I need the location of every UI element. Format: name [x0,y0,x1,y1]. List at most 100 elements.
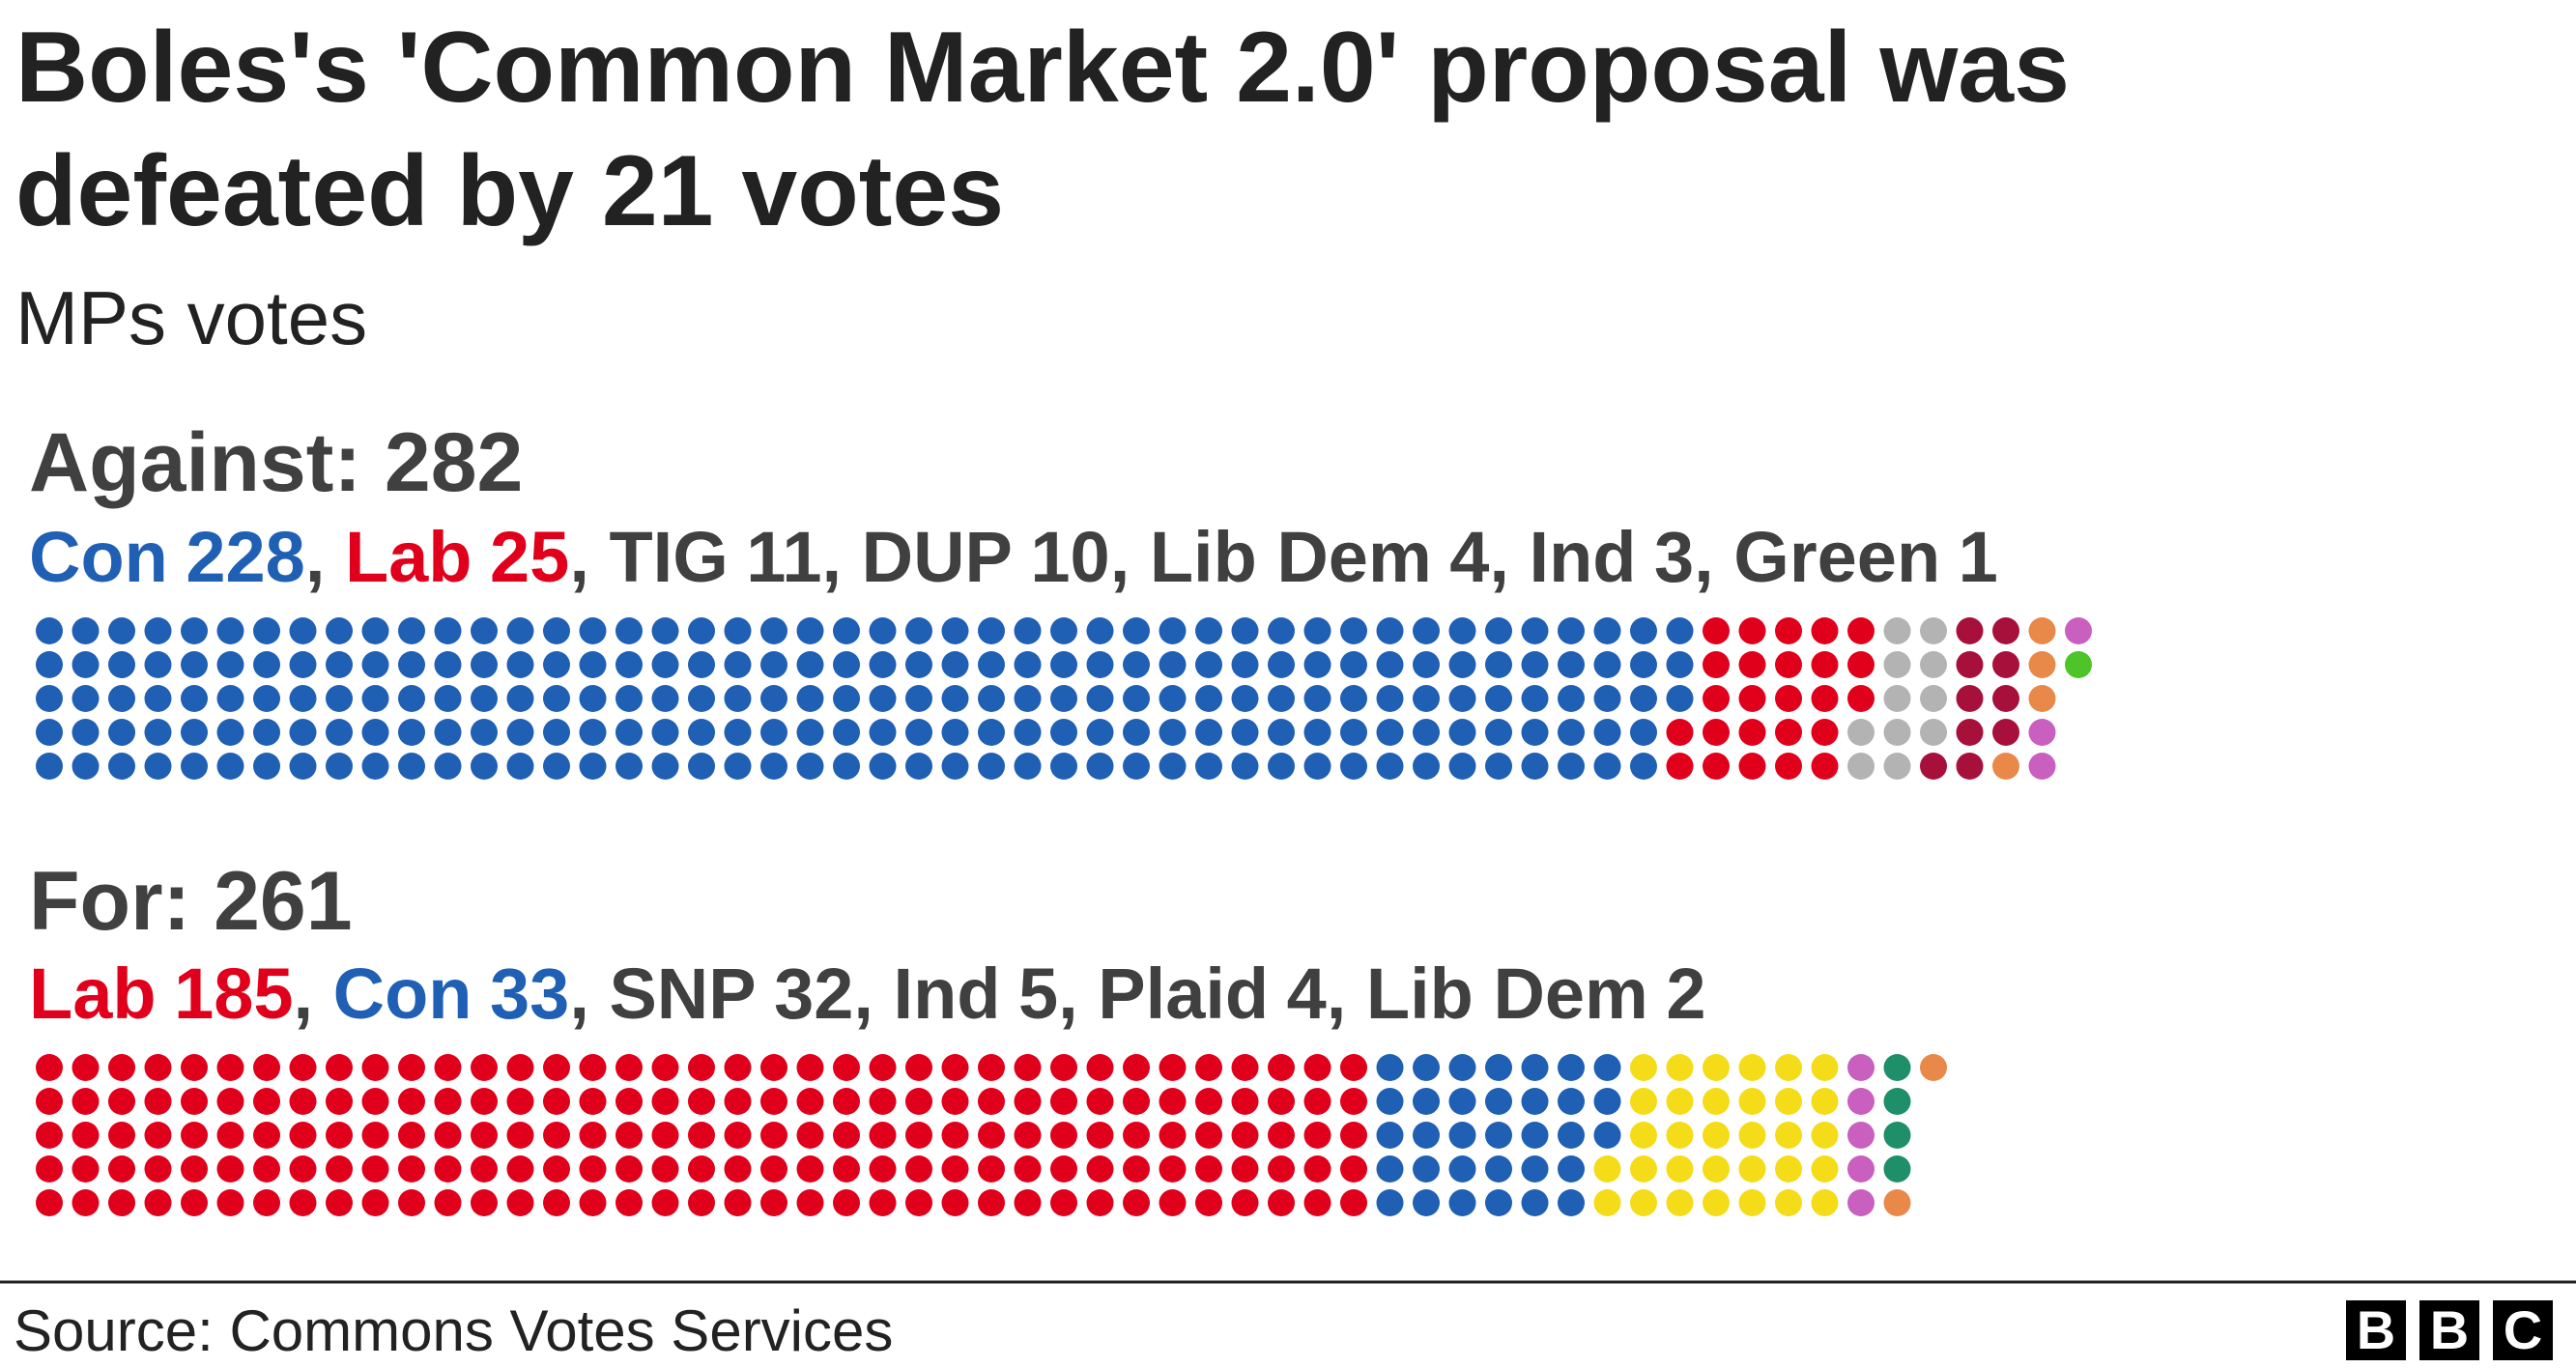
dot [978,651,1005,678]
party-name: TIG [609,517,729,597]
dot [1703,1189,1730,1216]
dot [1231,1054,1259,1081]
dot [36,1189,63,1216]
dot [506,1054,534,1081]
dot [144,1054,172,1081]
dot [1413,651,1440,678]
party-name: DUP [861,517,1013,597]
dot [434,1088,462,1115]
dot [1268,753,1295,780]
dot [361,1189,389,1216]
dot [1883,617,1911,644]
dot [216,1088,244,1115]
chart-title: defeated by 21 votes [15,135,1005,247]
dot [1413,1088,1440,1115]
dot [1268,617,1295,644]
dot [651,1054,679,1081]
dot [506,1088,534,1115]
dot [543,1189,570,1216]
dot [615,1088,643,1115]
dot [72,753,100,780]
dot [1014,685,1042,712]
dot [1485,1189,1512,1216]
dot [869,617,897,644]
dot [833,617,860,644]
dot [869,719,897,746]
dot [181,719,208,746]
dot [688,1054,715,1081]
dot [2028,719,2056,746]
dot [905,719,932,746]
party-name: Lib Dem [1149,517,1432,597]
dot [253,1155,280,1183]
dot [181,1189,208,1216]
dot [1231,719,1259,746]
party-entry: SNP 32 [609,954,893,1034]
dot [181,1122,208,1149]
dot [1268,1054,1295,1081]
dot [1558,1122,1585,1149]
dot [1703,617,1730,644]
party-entry: Con 33 [333,954,610,1034]
dot [398,1054,425,1081]
dot [36,1122,63,1149]
dot [1883,1054,1911,1081]
dot [1159,1155,1187,1183]
dot [1738,753,1766,780]
dot [1050,651,1077,678]
dot [905,1054,932,1081]
dot [1811,1189,1839,1216]
dot [760,651,787,678]
dot [1920,1054,1947,1081]
dot [615,1054,643,1081]
dot [506,719,534,746]
dot [1811,719,1839,746]
dot [289,753,317,780]
dot [108,1054,135,1081]
dot [1775,1122,1802,1149]
party-value: 4 [1449,517,1490,597]
dot [1485,753,1512,780]
dot [796,1155,824,1183]
party-entry: TIG 11 [609,517,861,597]
dot [1847,617,1875,644]
chart-title: Boles's 'Common Market 2.0' proposal was [15,12,2070,124]
dot [760,1088,787,1115]
dot [1703,719,1730,746]
dot [1775,1189,1802,1216]
dot [1231,1088,1259,1115]
party-name: Lib Dem [1365,954,1648,1034]
dot [1847,1155,1875,1183]
dot [326,685,353,712]
dot [1521,1088,1549,1115]
dot [434,651,462,678]
dot [326,617,353,644]
dot [941,617,969,644]
dot [579,1155,607,1183]
dot [36,753,63,780]
dot [361,1088,389,1115]
dot [471,1155,498,1183]
dot [833,719,860,746]
dot [36,1155,63,1183]
dot [579,753,607,780]
dot [398,719,425,746]
dot [1195,1122,1222,1149]
dot [760,1054,787,1081]
dot [978,1088,1005,1115]
dot [1593,719,1621,746]
dot [1593,685,1621,712]
dot [688,719,715,746]
dot [1159,1189,1187,1216]
dot [1376,1122,1404,1149]
party-value: 4 [1286,954,1327,1034]
dot [1303,1189,1331,1216]
dot [833,685,860,712]
dot [1123,651,1150,678]
dot [651,685,679,712]
dot [579,1088,607,1115]
dot [1050,1155,1077,1183]
logo-letter: C [2493,1300,2553,1360]
dot [1775,1155,1802,1183]
dot [1050,1088,1077,1115]
